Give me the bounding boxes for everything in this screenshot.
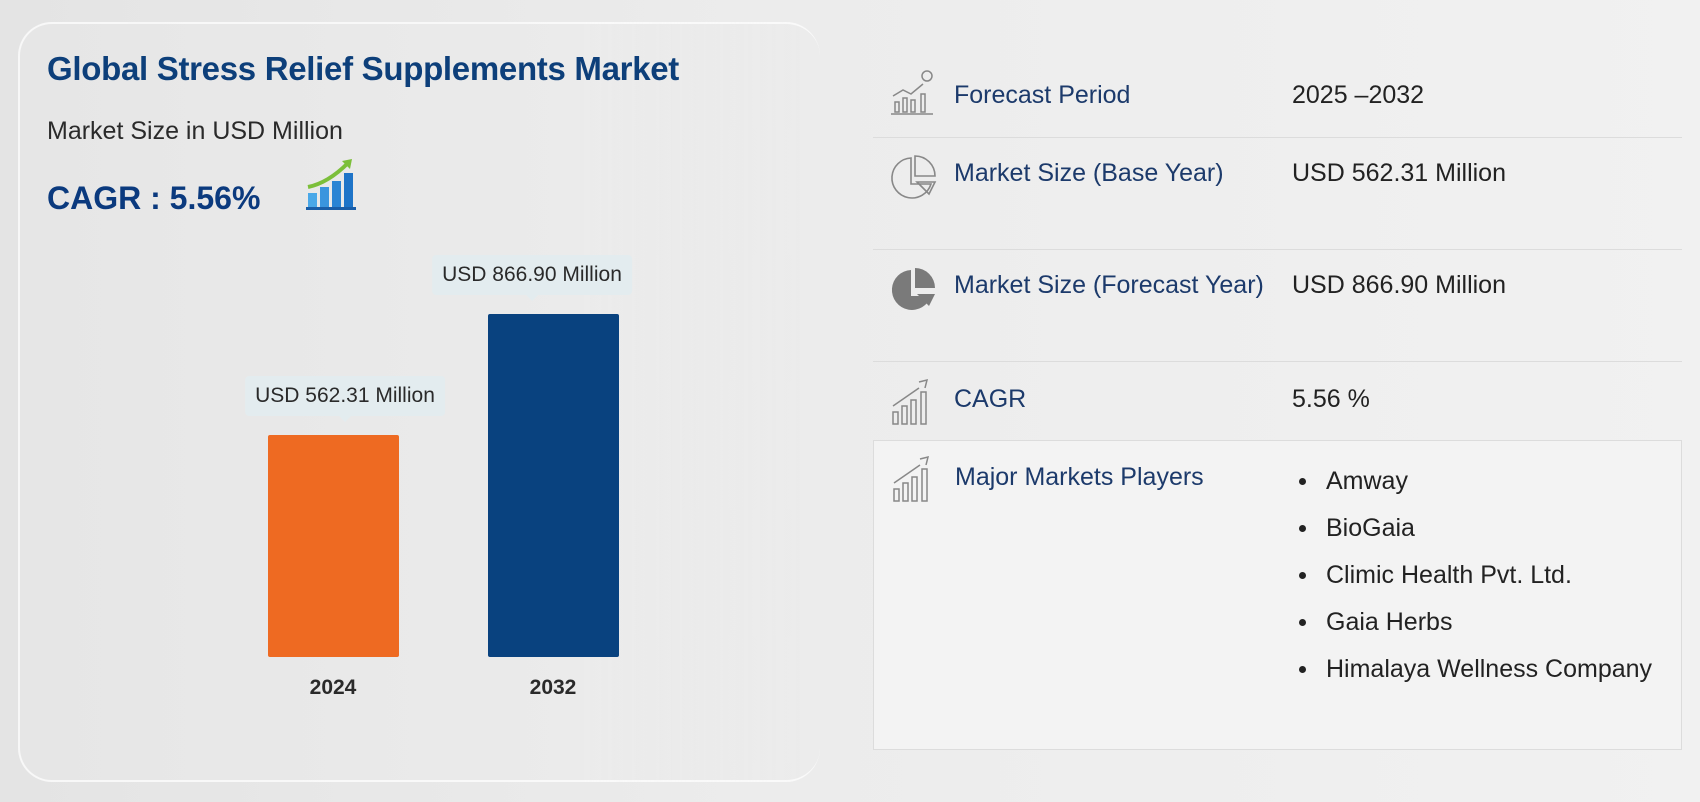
list-item: Amway <box>1293 461 1666 501</box>
table-row: Market Size (Base Year) USD 562.31 Milli… <box>873 138 1682 250</box>
growth-chart-icon <box>306 159 356 210</box>
x-tick-label: 2032 <box>529 676 577 699</box>
table-row: CAGR 5.56 % <box>873 362 1682 440</box>
bar-2032 <box>487 314 619 657</box>
forecast-chart-icon <box>891 70 933 115</box>
row-label: Market Size (Forecast Year) <box>954 271 1264 299</box>
players-list: Amway BioGaia Climic Health Pvt. Ltd. Ga… <box>1293 461 1666 696</box>
row-label: Market Size (Base Year) <box>954 159 1224 187</box>
summary-table: Forecast Period 2025 –2032 Market Size (… <box>873 54 1682 750</box>
row-label: CAGR <box>954 385 1027 413</box>
row-value: 5.56 % <box>1292 385 1370 413</box>
page-title: Global Stress Relief Supplements Market <box>47 50 679 87</box>
row-label: Major Markets Players <box>955 463 1204 491</box>
row-value: USD 866.90 Million <box>1292 271 1506 299</box>
list-item: Climic Health Pvt. Ltd. <box>1293 555 1666 595</box>
list-item: Himalaya Wellness Company <box>1293 649 1666 689</box>
bar-2024 <box>267 434 399 657</box>
table-row: Forecast Period 2025 –2032 <box>873 54 1682 138</box>
table-row: Major Markets Players Amway BioGaia Clim… <box>873 440 1682 750</box>
table-row: Market Size (Forecast Year) USD 866.90 M… <box>873 250 1682 362</box>
growth-bars-icon <box>892 378 929 425</box>
subtitle: Market Size in USD Million <box>47 117 343 145</box>
pie-outline-icon <box>891 155 937 199</box>
x-tick-label: 2024 <box>309 676 357 699</box>
growth-bars-icon <box>893 455 930 502</box>
data-label: USD 562.31 Million <box>245 375 445 422</box>
row-value: 2025 –2032 <box>1292 81 1425 109</box>
list-item: Gaia Herbs <box>1293 602 1666 642</box>
data-label: USD 866.90 Million <box>432 255 632 301</box>
row-value: USD 562.31 Million <box>1292 159 1506 187</box>
pie-filled-icon <box>891 268 935 310</box>
row-label: Forecast Period <box>954 81 1131 109</box>
cagr-headline: CAGR : 5.56% <box>47 180 261 216</box>
bar-chart: USD 562.31 Million 2024 USD 866.90 Million… <box>0 0 800 802</box>
list-item: BioGaia <box>1293 508 1666 548</box>
